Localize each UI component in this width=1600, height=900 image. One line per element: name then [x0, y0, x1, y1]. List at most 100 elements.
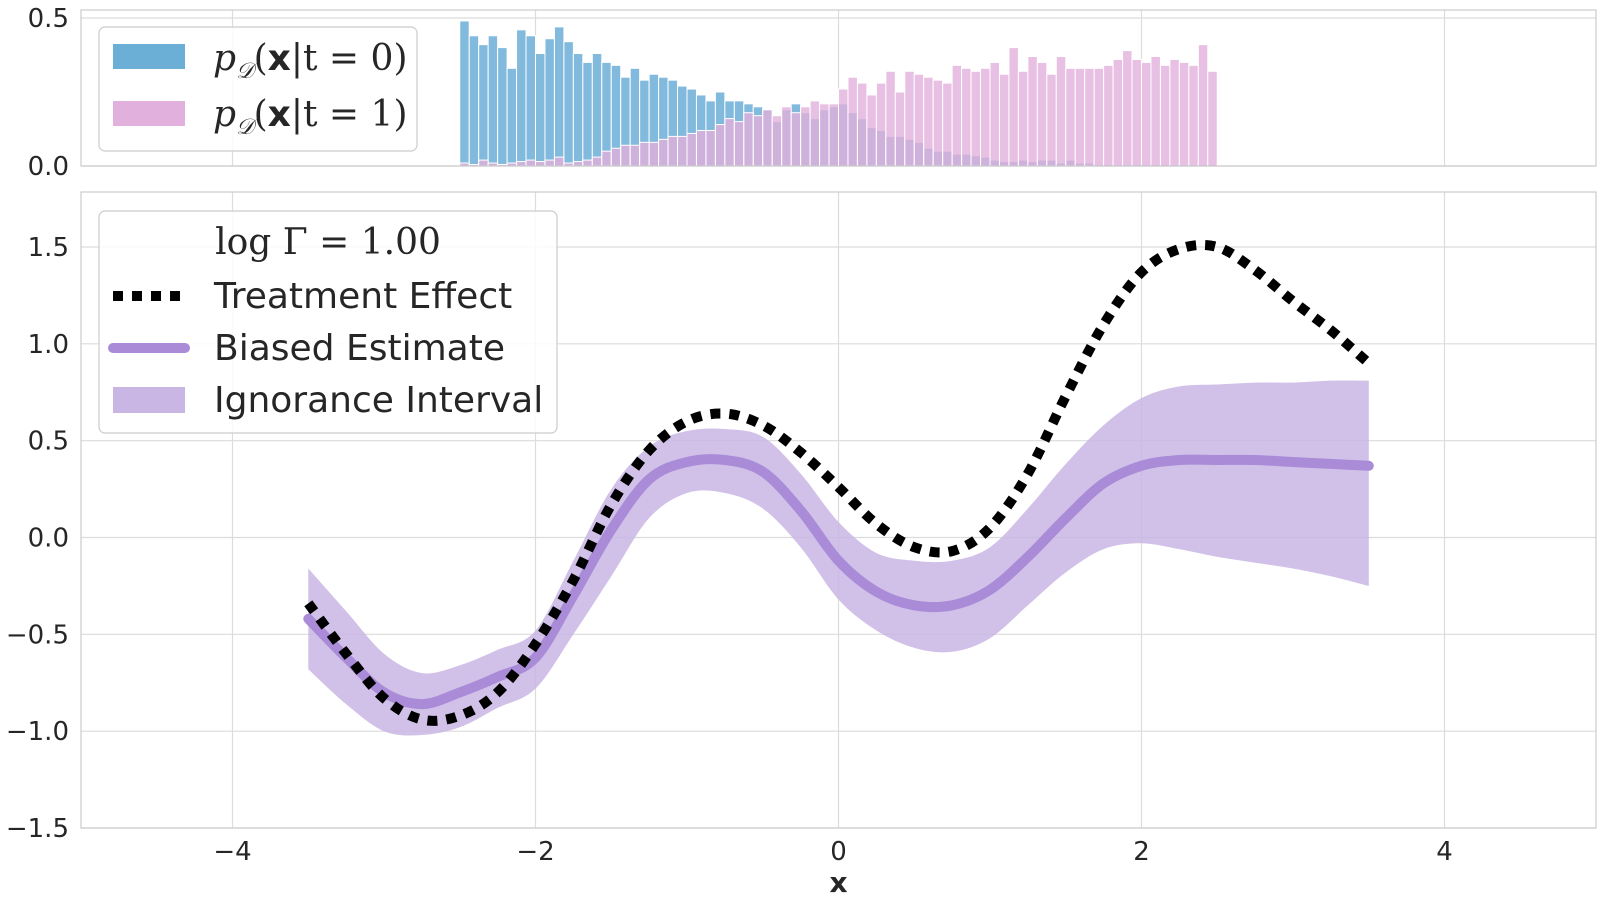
histogram-bar: [790, 112, 802, 167]
histogram-bar: [714, 124, 726, 167]
histogram-y-tick-label: 0.0: [28, 152, 69, 182]
histogram-bar: [591, 156, 603, 167]
histogram-y-ticks: 0.0 0.5: [28, 4, 69, 182]
biased-estimate-line: [303, 454, 1374, 710]
histogram-bar: [506, 67, 518, 167]
histogram-bar: [686, 132, 697, 167]
histogram-bar: [601, 150, 612, 167]
histogram-bar: [904, 70, 915, 167]
histogram-bar: [1178, 61, 1190, 167]
histogram-bar: [1150, 55, 1161, 167]
histogram-bar: [572, 53, 584, 167]
histogram-bar: [1093, 67, 1105, 167]
histogram-bar: [620, 144, 631, 167]
histogram-bar: [516, 161, 527, 167]
histogram-bar: [998, 73, 1010, 167]
histogram-bar: [752, 115, 764, 167]
histogram-bar: [677, 135, 688, 167]
main-legend: log Γ = 1.00 Treatment Effect Biased Est…: [98, 210, 558, 434]
histogram-bar: [1017, 70, 1029, 167]
histogram-bar: [553, 26, 565, 167]
histogram-bar: [497, 47, 508, 167]
histogram-bar: [923, 76, 934, 167]
histogram-bar: [695, 129, 707, 167]
histogram-panel: 0.0 0.5 p𝒟(x|t = 0) p𝒟(x|t = 1): [28, 4, 1597, 182]
main-y-tick-label: −0.5: [6, 620, 69, 650]
histogram-bar: [459, 20, 470, 167]
histogram-bar: [1103, 64, 1114, 167]
legend-swatch-t0: [113, 44, 185, 69]
histogram-bar: [516, 29, 527, 167]
main-legend-box: [98, 210, 558, 434]
histogram-bar: [1084, 67, 1095, 167]
histogram-bar: [535, 53, 546, 167]
histogram-bar: [1036, 61, 1048, 167]
histogram-bar: [989, 61, 1000, 167]
main-x-ticks: −4 −2 0 2 4: [213, 837, 1452, 867]
histogram-bar: [601, 61, 612, 167]
histogram-bar: [913, 73, 925, 167]
histogram-bar: [762, 109, 773, 167]
main-x-tick-label: 2: [1133, 837, 1150, 867]
main-y-ticks: −1.5 −1.0 −0.5 0.0 0.5 1.0 1.5: [6, 233, 69, 844]
histogram-bar: [648, 141, 660, 167]
histogram-bar: [544, 159, 555, 167]
main-plot-panel: −1.5 −1.0 −0.5 0.0 0.5 1.0 1.5 −4 −2 0 2 4 x log Γ…: [6, 191, 1597, 899]
histogram-bar: [1159, 64, 1171, 167]
main-x-tick-label: −2: [516, 837, 554, 867]
histogram-bar: [838, 88, 849, 167]
histogram-bar: [781, 106, 792, 167]
histogram-bar: [743, 112, 754, 167]
histogram-bar: [970, 70, 982, 167]
histogram-legend: p𝒟(x|t = 0) p𝒟(x|t = 1): [98, 26, 418, 152]
histogram-bar: [563, 41, 574, 167]
main-y-tick-label: 0.0: [28, 524, 69, 554]
histogram-bar: [1197, 44, 1209, 167]
main-y-tick-label: 1.0: [28, 330, 69, 360]
histogram-bar: [951, 64, 963, 167]
histogram-bar: [1065, 67, 1076, 167]
histogram-bar: [819, 103, 830, 167]
legend-label-treatment-effect: Treatment Effect: [213, 276, 512, 317]
histogram-bar: [705, 129, 716, 167]
histogram-bar: [866, 94, 877, 167]
main-y-tick-label: 1.5: [28, 233, 69, 263]
main-frame: [80, 191, 1597, 829]
histogram-frame: [80, 9, 1597, 167]
histogram-bar: [535, 161, 546, 167]
histogram-bar: [1141, 61, 1152, 167]
histogram-bar: [1122, 50, 1133, 167]
histogram-bar: [582, 61, 593, 167]
legend-title: log Γ = 1.00: [215, 222, 441, 263]
histogram-bar: [875, 82, 887, 167]
histogram-bar: [961, 67, 972, 167]
histogram-bar: [800, 106, 811, 167]
histogram-bar: [553, 156, 565, 167]
histogram-bar: [942, 82, 953, 167]
main-y-tick-label: −1.0: [6, 717, 69, 747]
histogram-bar: [1046, 73, 1057, 167]
histogram-bar: [1112, 58, 1124, 167]
histogram-bar: [885, 70, 896, 167]
histogram-bar: [525, 159, 536, 167]
histogram-bar: [658, 138, 669, 167]
histogram-bar: [980, 67, 991, 167]
histogram-bar: [478, 44, 489, 167]
histogram-bar: [487, 35, 499, 167]
histogram-bar: [582, 159, 593, 167]
histogram-bar: [667, 135, 679, 167]
x-axis-label: x: [829, 866, 847, 899]
legend-label-biased-estimate: Biased Estimate: [214, 328, 505, 369]
histogram-bar: [771, 115, 783, 167]
histogram-bar: [733, 121, 745, 167]
histogram-bar: [1188, 64, 1199, 167]
histogram-bar: [1055, 55, 1067, 167]
histogram-bar: [478, 159, 489, 167]
histogram-bar: [847, 76, 858, 167]
histogram-bar: [572, 161, 584, 167]
histogram-series-t1: [459, 44, 1218, 167]
histogram-bar: [724, 118, 735, 167]
histogram-bar: [932, 79, 944, 167]
main-y-tick-label: −1.5: [6, 814, 69, 844]
main-x-tick-label: 4: [1436, 837, 1453, 867]
